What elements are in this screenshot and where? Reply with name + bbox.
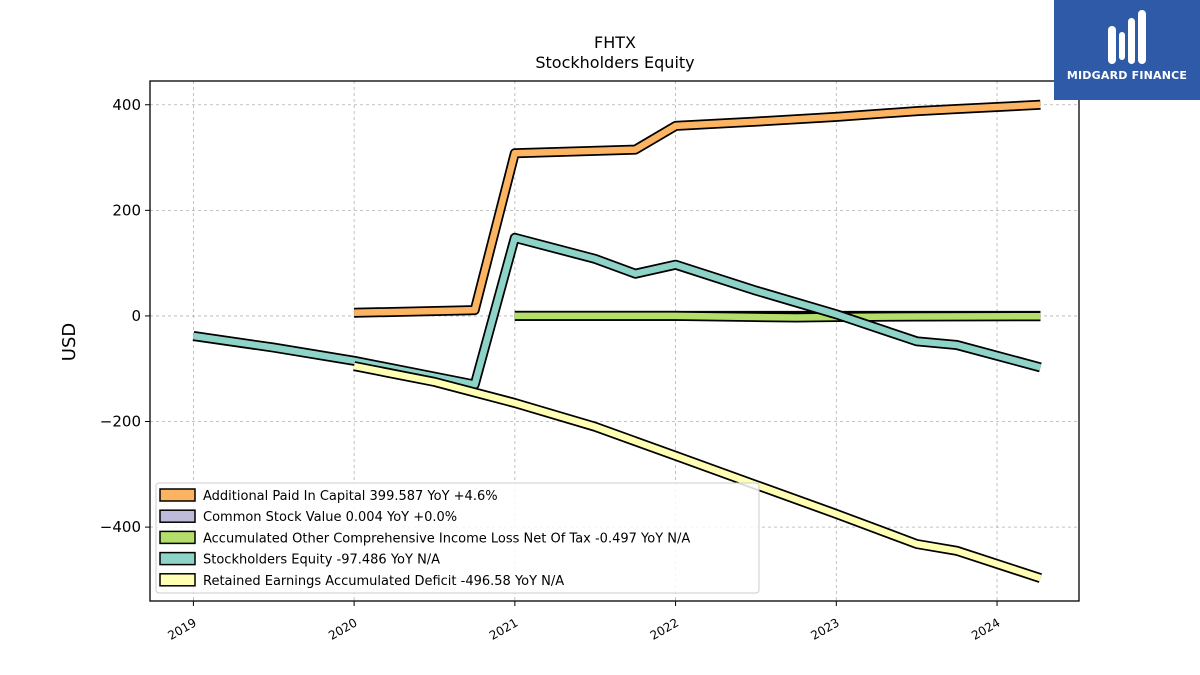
y-tick-label: 400 [112,96,141,114]
series-4 [353,361,1042,583]
legend-label: Stockholders Equity -97.486 YoY N/A [203,553,440,568]
legend-item: Additional Paid In Capital 399.587 YoY +… [159,488,498,504]
x-tick-label: 2023 [808,615,841,642]
series-lines [192,99,1042,583]
legend-swatch [159,573,196,587]
legend-item: Common Stock Value 0.004 YoY +0.0% [159,509,457,525]
plot-frame [149,80,1080,602]
series-3 [192,232,1042,390]
series-line [354,101,1041,317]
y-tick-label: 0 [131,307,141,325]
legend-swatch [159,488,196,502]
legend-swatch [159,509,196,523]
legend-label: Common Stock Value 0.004 YoY +0.0% [203,510,457,525]
logo-mark-icon [1108,10,1146,64]
x-tick-label: 2021 [487,615,520,642]
legend-item: Retained Earnings Accumulated Deficit -4… [159,573,564,589]
y-tick-label: 200 [112,201,141,219]
legend-label: Additional Paid In Capital 399.587 YoY +… [203,489,498,504]
midgard-finance-logo: MIDGARD FINANCE [1054,0,1200,100]
legend-item: Stockholders Equity -97.486 YoY N/A [159,551,440,568]
y-tick-label: −200 [100,413,141,431]
legend: Additional Paid In Capital 399.587 YoY +… [155,482,760,594]
legend-swatch [159,551,196,566]
y-tick-label: −400 [100,518,141,536]
chart-subtitle: Stockholders Equity [535,53,694,72]
x-tick-label: 2020 [326,615,359,642]
legend-label: Retained Earnings Accumulated Deficit -4… [203,574,564,589]
logo-text: MIDGARD FINANCE [1066,69,1188,82]
series-line [192,234,1042,388]
x-tick-label: 2019 [165,615,198,642]
x-tick-label: 2022 [648,615,681,642]
legend-box [155,482,760,594]
series-line [514,312,1041,321]
series-line [353,362,1042,582]
x-tick-label: 2024 [969,615,1002,642]
series-0 [353,99,1041,318]
legend-item: Accumulated Other Comprehensive Income L… [159,530,690,546]
series-line-outline [353,99,1041,318]
series-2 [514,310,1041,323]
legend-swatch [159,530,196,545]
chart-title: FHTX [594,33,636,52]
y-axis-label: USD [59,323,80,361]
legend-label: Accumulated Other Comprehensive Income L… [203,531,690,546]
